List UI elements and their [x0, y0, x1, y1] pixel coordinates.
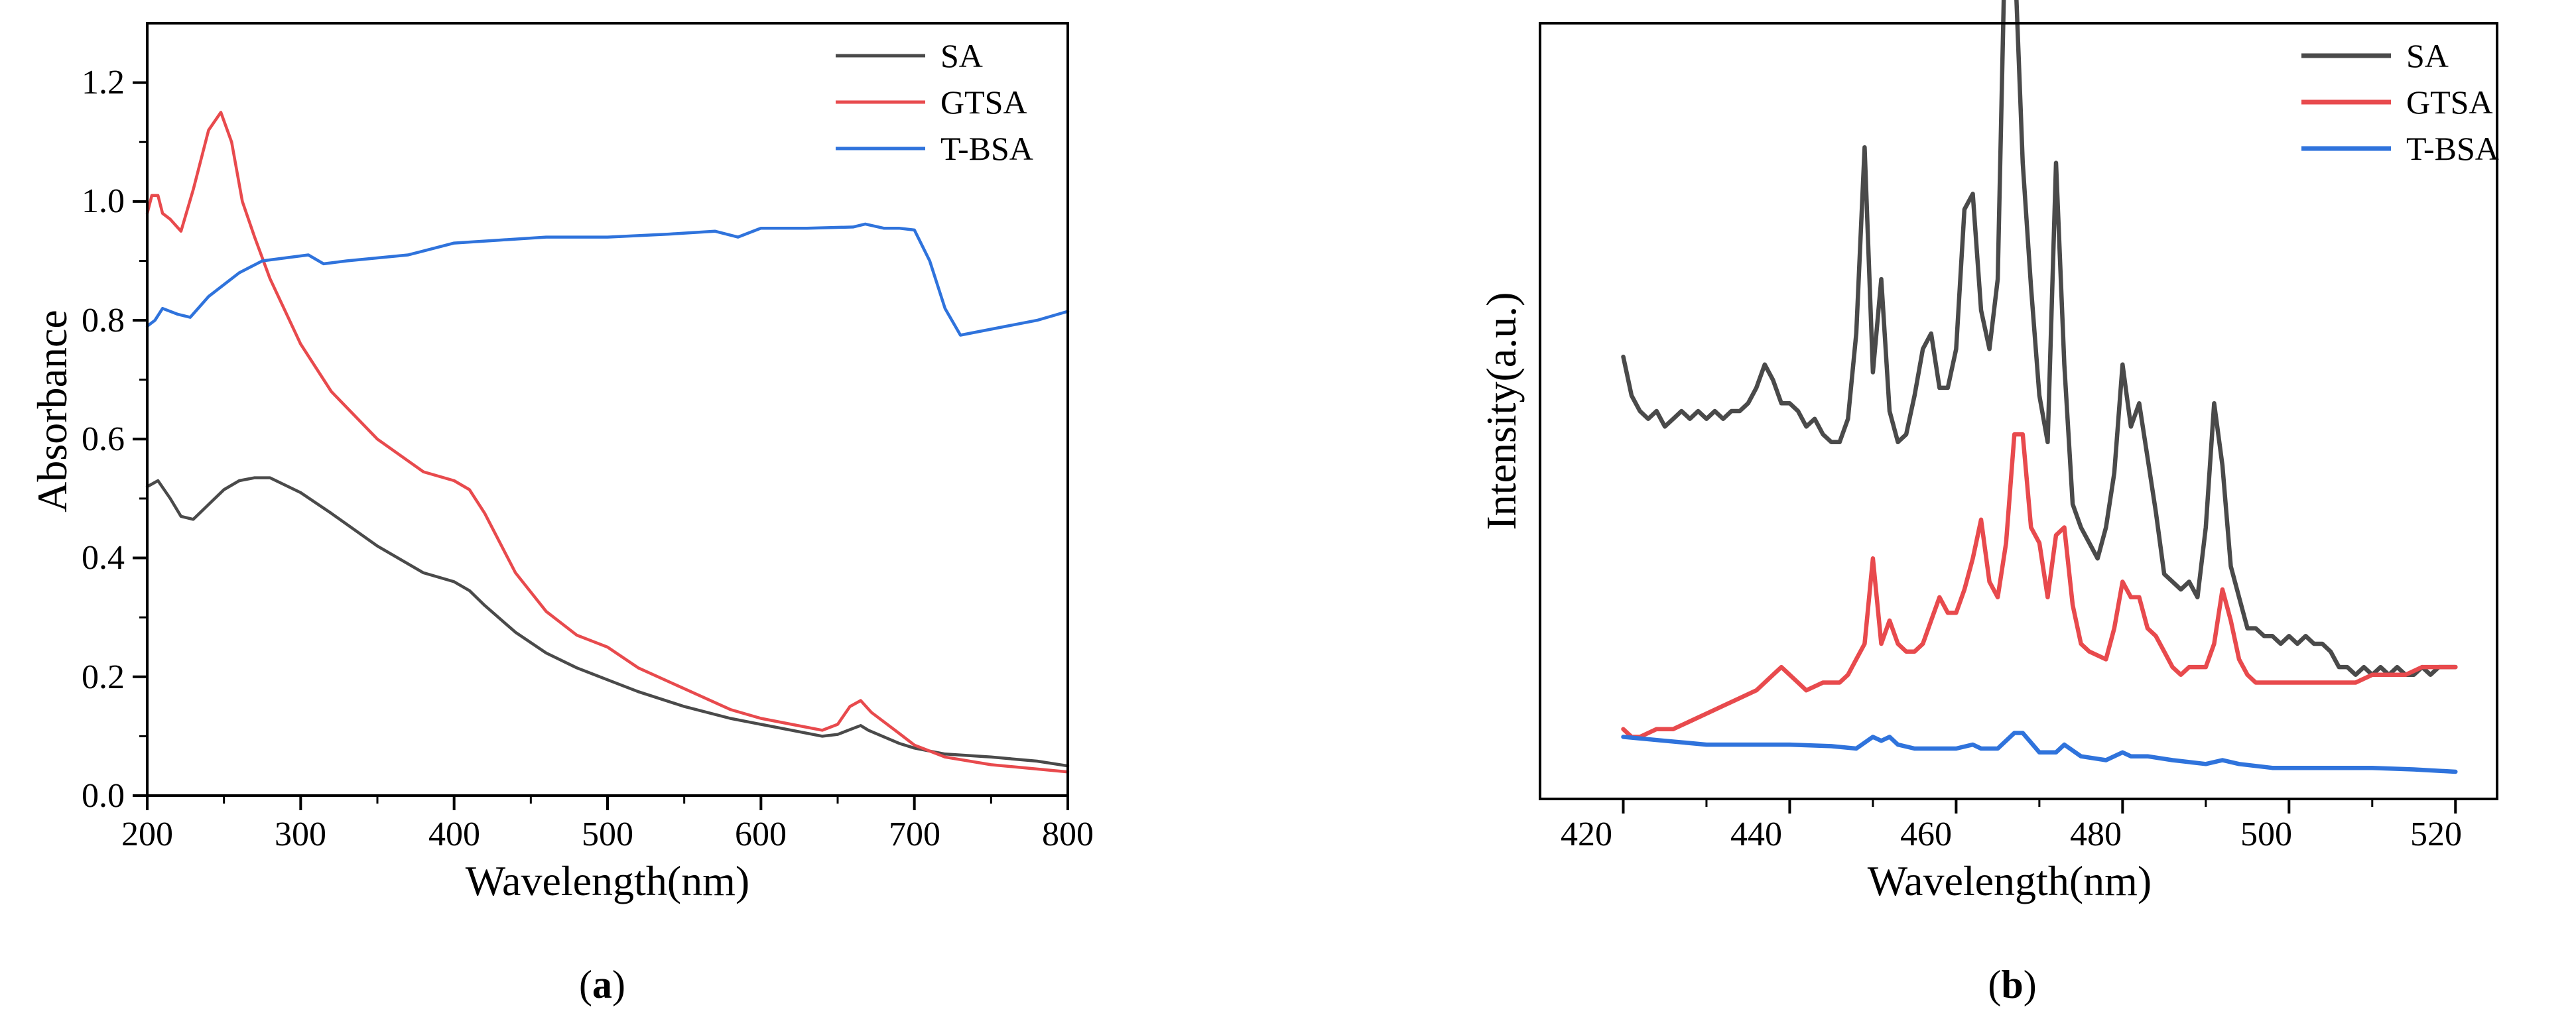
- panel-b-caption: (b): [1988, 963, 2036, 1006]
- panel-b-legend-label-sa: SA: [2406, 37, 2449, 74]
- panel-b-x-axis-title: Wavelength(nm): [1868, 857, 2152, 904]
- panel-a-xtick-label: 300: [275, 816, 326, 853]
- panel-b-series-line-sa: [1621, 0, 2458, 678]
- panel-a-legend-label-tbsa: T-BSA: [940, 130, 1033, 167]
- panel-a-xtick-label: 800: [1042, 816, 1094, 853]
- panel-a-caption-open: (: [579, 963, 592, 1006]
- panel-a-series-line-gtsa: [145, 111, 1070, 774]
- panel-a-caption-close: ): [612, 963, 625, 1006]
- panel-b-caption-letter: b: [2001, 963, 2023, 1006]
- panel-a-ytick-label: 0.8: [82, 302, 125, 339]
- panel-a-legend-label-sa: SA: [940, 37, 983, 74]
- panel-a-ytick-label: 1.2: [82, 64, 125, 101]
- panel-a-xtick-label: 700: [889, 816, 940, 853]
- panel-a-y-axis-title: Absorbance: [29, 310, 76, 513]
- panel-b-xtick-label: 460: [1900, 816, 1952, 853]
- panel-b-legend-label-gtsa: GTSA: [2406, 84, 2493, 121]
- panel-b-caption-close: ): [2024, 963, 2037, 1006]
- panel-a-ytick-label: 0.0: [82, 777, 125, 815]
- panel-b-series-line-tbsa: [1621, 731, 2458, 774]
- panel-b-xtick-label: 480: [2070, 816, 2122, 853]
- panel-a-xtick-label: 600: [735, 816, 787, 853]
- panel-b-plot-frame: [1539, 22, 2498, 800]
- panel-b-caption-open: (: [1988, 963, 2001, 1006]
- panel-b-xtick-label: 520: [2410, 816, 2462, 853]
- panel-a-ytick-label: 1.0: [82, 182, 125, 220]
- panel-a-series-line-tbsa: [145, 222, 1070, 337]
- panel-b-series-group: [1621, 0, 2458, 774]
- panel-b-y-axis-title: Intensity(a.u.): [1478, 292, 1525, 530]
- panel-a-ytick-label: 0.4: [82, 539, 125, 577]
- panel-a-legend-label-gtsa: GTSA: [940, 84, 1027, 121]
- panel-a-caption: (a): [579, 963, 625, 1006]
- panel-a-xtick-label: 400: [428, 816, 480, 853]
- panel-a-xtick-label: 500: [582, 816, 633, 853]
- panel-a-x-axis-title: Wavelength(nm): [466, 857, 749, 904]
- panel-a-chart: 0.0 0.2 0.4 0.6 0.8 1.0 1.2 200 300 400 …: [29, 22, 1094, 1006]
- panel-b-legend: SA GTSA T-BSA: [2301, 37, 2499, 167]
- panel-b-xtick-label: 420: [1561, 816, 1612, 853]
- panel-a-ticks: [133, 81, 1069, 810]
- panel-a-caption-letter: a: [592, 963, 612, 1006]
- panel-b-legend-label-tbsa: T-BSA: [2406, 130, 2499, 167]
- panel-b-ticks: [1622, 799, 2457, 814]
- panel-a-ytick-label: 0.2: [82, 658, 125, 696]
- panel-a-xtick-label: 200: [121, 816, 173, 853]
- panel-a-ytick-label: 0.6: [82, 420, 125, 458]
- panel-a-series-group: [145, 111, 1070, 774]
- panel-b-xtick-label: 440: [1730, 816, 1782, 853]
- panel-b-xtick-label: 500: [2240, 816, 2292, 853]
- panel-b-series-line-gtsa: [1621, 432, 2458, 739]
- panel-a-legend: SA GTSA T-BSA: [836, 37, 1033, 167]
- panel-a-series-line-sa: [145, 476, 1070, 768]
- panel-b-chart: 420 440 460 480 500 520 Wavelength(nm) I…: [1478, 0, 2499, 1006]
